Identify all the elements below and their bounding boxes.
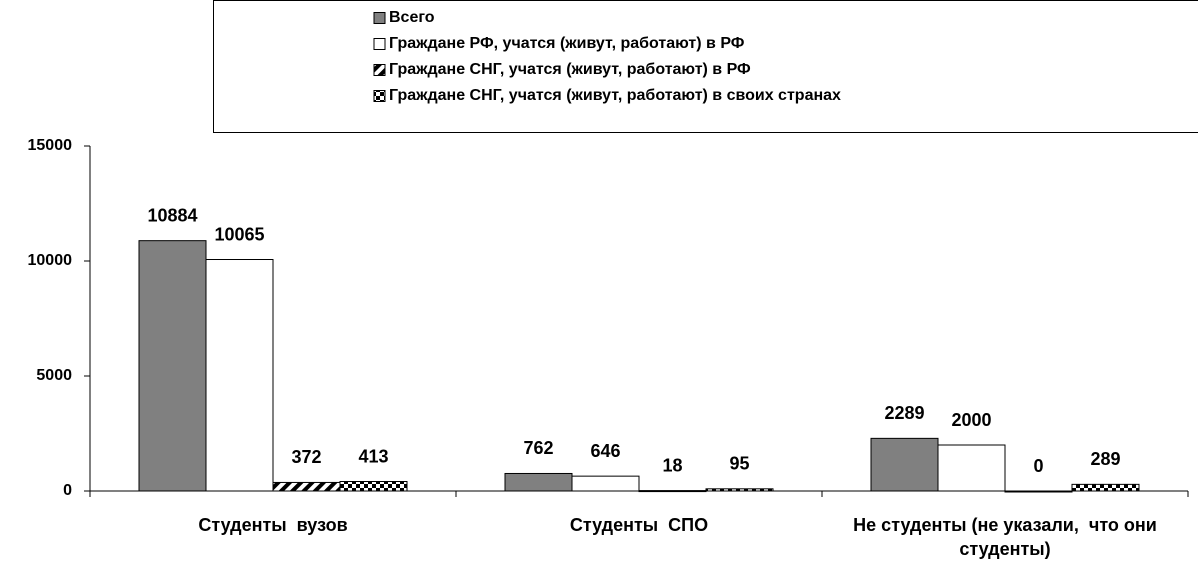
value-label: 2000 <box>951 410 991 430</box>
value-label: 762 <box>523 438 553 458</box>
legend-label: Граждане РФ, учатся (живут, работают) в … <box>389 35 745 52</box>
bar <box>571 475 640 492</box>
value-label: 0 <box>1033 456 1043 476</box>
legend-swatch <box>373 12 386 24</box>
x-tick-label: Студенты СПО <box>569 515 709 535</box>
bar <box>138 240 207 492</box>
legend-label: Граждане СНГ, учатся (живут, работают) в… <box>389 87 841 104</box>
bar <box>504 472 573 492</box>
value-label: 95 <box>729 454 749 474</box>
value-label: 413 <box>358 446 388 466</box>
value-label: 18 <box>662 455 682 475</box>
value-label: 10884 <box>147 205 197 225</box>
value-label: 646 <box>590 441 620 461</box>
bar <box>1071 483 1140 492</box>
bar <box>937 444 1006 492</box>
legend-swatch <box>373 38 386 50</box>
x-tick-label: Не студенты (не указали, что они студент… <box>853 515 1162 559</box>
value-label: 289 <box>1090 449 1120 469</box>
bar <box>339 481 408 492</box>
bar <box>870 437 939 492</box>
bar <box>1004 490 1073 493</box>
y-tick-label: 15000 <box>28 137 73 154</box>
bar <box>638 490 707 493</box>
bar <box>272 481 341 492</box>
y-tick-label: 0 <box>63 482 72 499</box>
bar <box>205 259 274 492</box>
legend-label: Всего <box>389 9 435 26</box>
value-label: 372 <box>291 447 321 467</box>
legend-swatch <box>373 90 386 102</box>
value-label: 2289 <box>884 403 924 423</box>
bar <box>705 488 774 492</box>
y-tick-label: 5000 <box>36 367 72 384</box>
value-label: 10065 <box>214 224 264 244</box>
y-tick-label: 10000 <box>28 252 73 269</box>
legend-swatch <box>373 64 386 76</box>
x-tick-label: Студенты вузов <box>198 515 348 535</box>
legend-label: Граждане СНГ, учатся (живут, работают) в… <box>389 61 751 78</box>
